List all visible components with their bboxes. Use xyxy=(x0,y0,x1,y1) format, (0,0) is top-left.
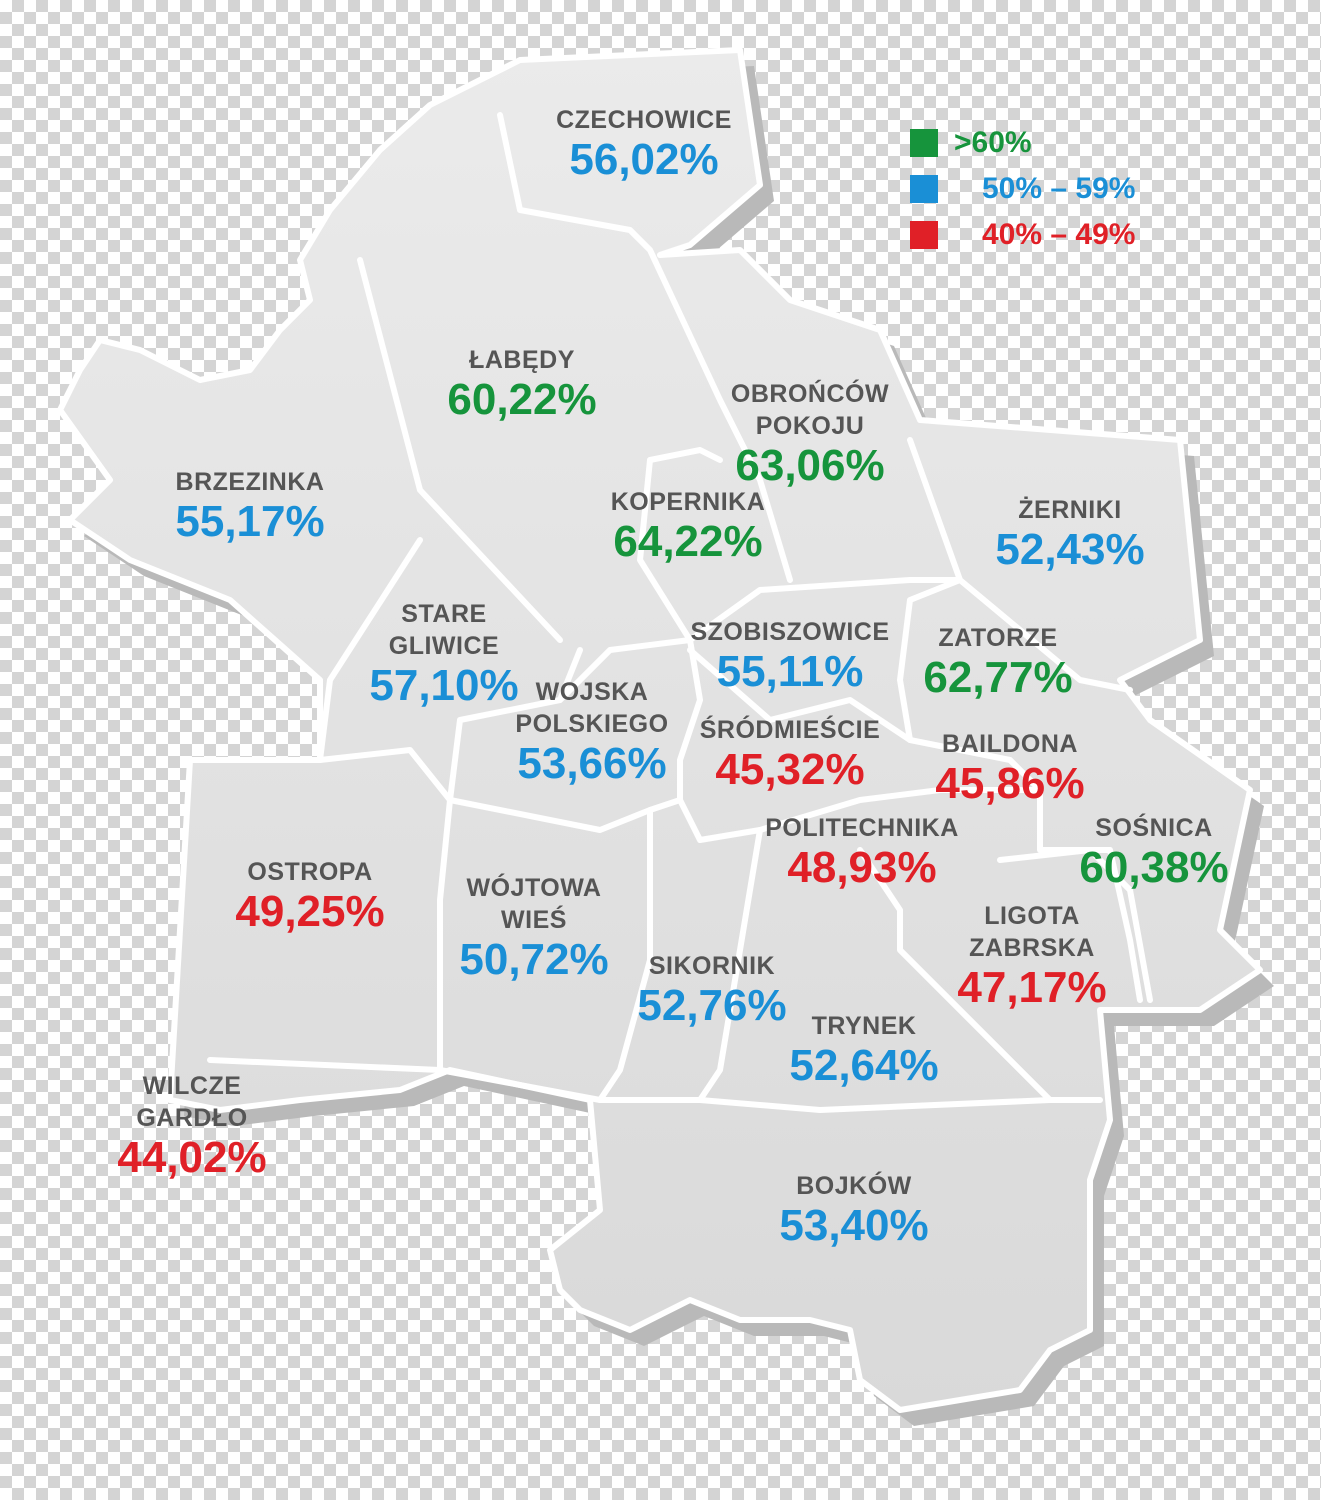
district-trynek: TRYNEK 52,64% xyxy=(789,1010,938,1090)
district-wojska-polskiego: WOJSKA POLSKIEGO 53,66% xyxy=(515,676,668,788)
district-name: BOJKÓW xyxy=(796,1172,912,1200)
district-value: 57,10% xyxy=(369,661,519,710)
legend-swatch xyxy=(910,221,938,249)
district-value: 55,11% xyxy=(716,647,864,696)
district-name: SOŚNICA xyxy=(1095,814,1213,842)
district-baildona: BAILDONA 45,86% xyxy=(935,728,1084,808)
district-name: WILCZE xyxy=(142,1072,242,1100)
district-name: ŁABĘDY xyxy=(469,346,575,374)
district-name: STARE xyxy=(401,600,487,628)
district-value: 50,72% xyxy=(459,935,609,984)
district-name: BRZEZINKA xyxy=(175,468,325,496)
district-value: 49,25% xyxy=(235,887,385,936)
legend-label: 50% – 59% xyxy=(982,172,1136,205)
district-value: 60,22% xyxy=(447,375,597,424)
district-value: 45,32% xyxy=(715,745,865,794)
district-obroncow-pokoju: OBROŃCÓW POKOJU 63,06% xyxy=(731,378,889,490)
district-ostropa: OSTROPA 49,25% xyxy=(235,856,384,936)
district-name-line2: POKOJU xyxy=(755,412,865,440)
district-name: WOJSKA xyxy=(535,678,649,706)
map-land xyxy=(57,47,1263,1413)
district-wilcze-gardlo: WILCZE GARDŁO 44,02% xyxy=(117,1070,266,1182)
district-name: KOPERNIKA xyxy=(610,488,766,516)
district-politechnika: POLITECHNIKA 48,93% xyxy=(765,812,959,892)
district-name: WÓJTOWA xyxy=(466,874,602,902)
district-stare-gliwice: STARE GLIWICE 57,10% xyxy=(369,598,518,710)
district-value: 47,17% xyxy=(957,963,1107,1012)
map-legend: >60% 50% – 59% 40% – 49% xyxy=(910,120,1135,258)
district-name-line2: WIEŚ xyxy=(501,906,567,934)
district-name: OSTROPA xyxy=(247,858,373,886)
legend-label: 40% – 49% xyxy=(982,218,1136,251)
district-czechowice: CZECHOWICE 56,02% xyxy=(556,104,732,184)
district-value: 53,66% xyxy=(517,739,667,788)
district-name: POLITECHNIKA xyxy=(765,814,959,842)
district-name: CZECHOWICE xyxy=(556,106,732,134)
district-name: BAILDONA xyxy=(942,730,1078,758)
district-name: SIKORNIK xyxy=(648,952,776,980)
district-sosnica: SOŚNICA 60,38% xyxy=(1079,812,1228,892)
district-name: TRYNEK xyxy=(811,1012,917,1040)
legend-item: 50% – 59% xyxy=(910,166,1135,212)
district-name: ŚRÓDMIEŚCIE xyxy=(699,716,881,744)
legend-swatch xyxy=(910,129,938,157)
district-value: 53,40% xyxy=(779,1201,929,1250)
district-name-line2: GARDŁO xyxy=(136,1104,248,1132)
district-name: ŻERNIKI xyxy=(1018,496,1122,524)
district-bojkow: BOJKÓW 53,40% xyxy=(779,1170,928,1250)
district-kopernika: KOPERNIKA 64,22% xyxy=(611,486,766,566)
district-borders xyxy=(207,112,1153,1113)
district-value: 48,93% xyxy=(787,843,937,892)
district-value: 45,86% xyxy=(935,759,1085,808)
district-name: ZATORZE xyxy=(938,624,1058,652)
district-name-line2: POLSKIEGO xyxy=(515,710,669,738)
district-value: 63,06% xyxy=(735,441,885,490)
legend-item: >60% xyxy=(910,120,1135,166)
district-value: 52,64% xyxy=(789,1041,939,1090)
district-ligota-zabrska: LIGOTA ZABRSKA 47,17% xyxy=(957,900,1106,1012)
district-value: 52,76% xyxy=(637,981,787,1030)
district-name-line2: ZABRSKA xyxy=(969,934,1095,962)
district-name-line2: GLIWICE xyxy=(388,632,500,660)
district-value: 56,02% xyxy=(569,135,719,184)
district-zerniki: ŻERNIKI 52,43% xyxy=(995,494,1144,574)
district-name: OBROŃCÓW xyxy=(730,380,890,408)
legend-item: 40% – 49% xyxy=(910,212,1135,258)
district-zatorze: ZATORZE 62,77% xyxy=(923,622,1072,702)
district-value: 44,02% xyxy=(117,1133,267,1182)
district-value: 62,77% xyxy=(923,653,1073,702)
district-wojtowa-wies: WÓJTOWA WIEŚ 50,72% xyxy=(459,872,608,984)
district-szobiszowice: SZOBISZOWICE 55,11% xyxy=(690,616,889,696)
district-sikornik: SIKORNIK 52,76% xyxy=(637,950,786,1030)
district-value: 64,22% xyxy=(613,517,763,566)
legend-label: >60% xyxy=(954,126,1032,159)
district-labedy: ŁABĘDY 60,22% xyxy=(447,344,596,424)
district-value: 60,38% xyxy=(1079,843,1229,892)
district-name: SZOBISZOWICE xyxy=(690,618,890,646)
district-brzezinka: BRZEZINKA 55,17% xyxy=(175,466,324,546)
district-value: 52,43% xyxy=(995,525,1145,574)
district-name: LIGOTA xyxy=(984,902,1080,930)
district-value: 55,17% xyxy=(175,497,325,546)
district-srodmiescie: ŚRÓDMIEŚCIE 45,32% xyxy=(700,714,881,794)
legend-swatch xyxy=(910,175,938,203)
